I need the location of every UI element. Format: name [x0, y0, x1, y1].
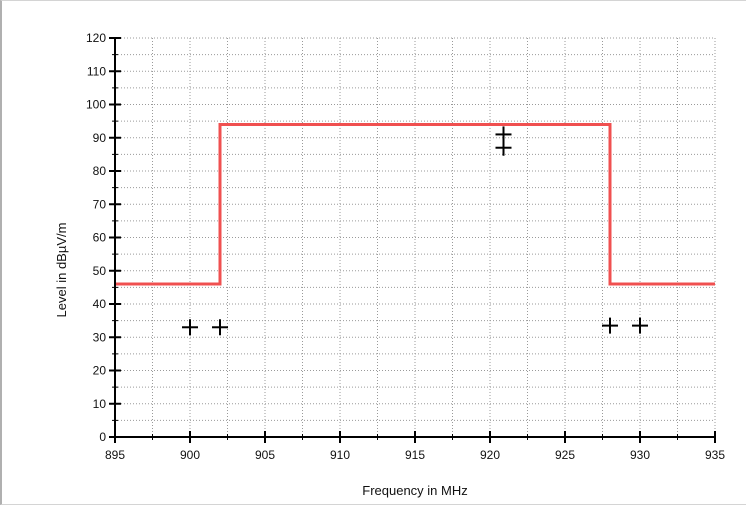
- measurement-point: [632, 317, 648, 334]
- y-tick-label: 90: [93, 131, 107, 145]
- y-tick-label: 110: [87, 64, 106, 78]
- x-tick-label: 905: [255, 448, 275, 462]
- y-tick-label: 100: [86, 98, 106, 112]
- y-tick-label: 60: [93, 231, 107, 245]
- x-tick-label: 895: [105, 448, 125, 462]
- x-tick-label: 925: [555, 448, 575, 462]
- y-tick-label: 120: [86, 31, 106, 45]
- axes: 0 10 20 30 40 50 60 70 80 90 100 110 120 895 900 905 910…: [86, 31, 725, 462]
- series-layer: [115, 122, 715, 336]
- x-axis-label: Frequency in MHz: [362, 483, 467, 498]
- y-tick-label: 50: [93, 264, 107, 278]
- y-tick-label: 20: [93, 364, 107, 378]
- measurement-point: [602, 317, 618, 334]
- y-tick-label: 30: [93, 330, 107, 344]
- x-tick-label: 910: [330, 448, 350, 462]
- x-tick-label: 930: [630, 448, 650, 462]
- measurement-point: [495, 139, 512, 156]
- measurement-point: [212, 319, 228, 336]
- x-tick-label: 900: [180, 448, 200, 462]
- y-axis-label: Level in dBµV/m: [54, 223, 69, 318]
- y-tick-label: 70: [93, 197, 107, 211]
- y-tick-label: 40: [93, 297, 107, 311]
- y-tick-label: 10: [93, 397, 107, 411]
- x-tick-label: 915: [405, 448, 425, 462]
- y-tick-label: 80: [93, 164, 107, 178]
- y-tick-label: 0: [99, 430, 106, 444]
- grid: [115, 37, 716, 437]
- x-tick-label: 935: [705, 448, 725, 462]
- limit-line: [115, 122, 715, 286]
- measurement-point: [182, 319, 198, 336]
- x-tick-label: 920: [480, 448, 500, 462]
